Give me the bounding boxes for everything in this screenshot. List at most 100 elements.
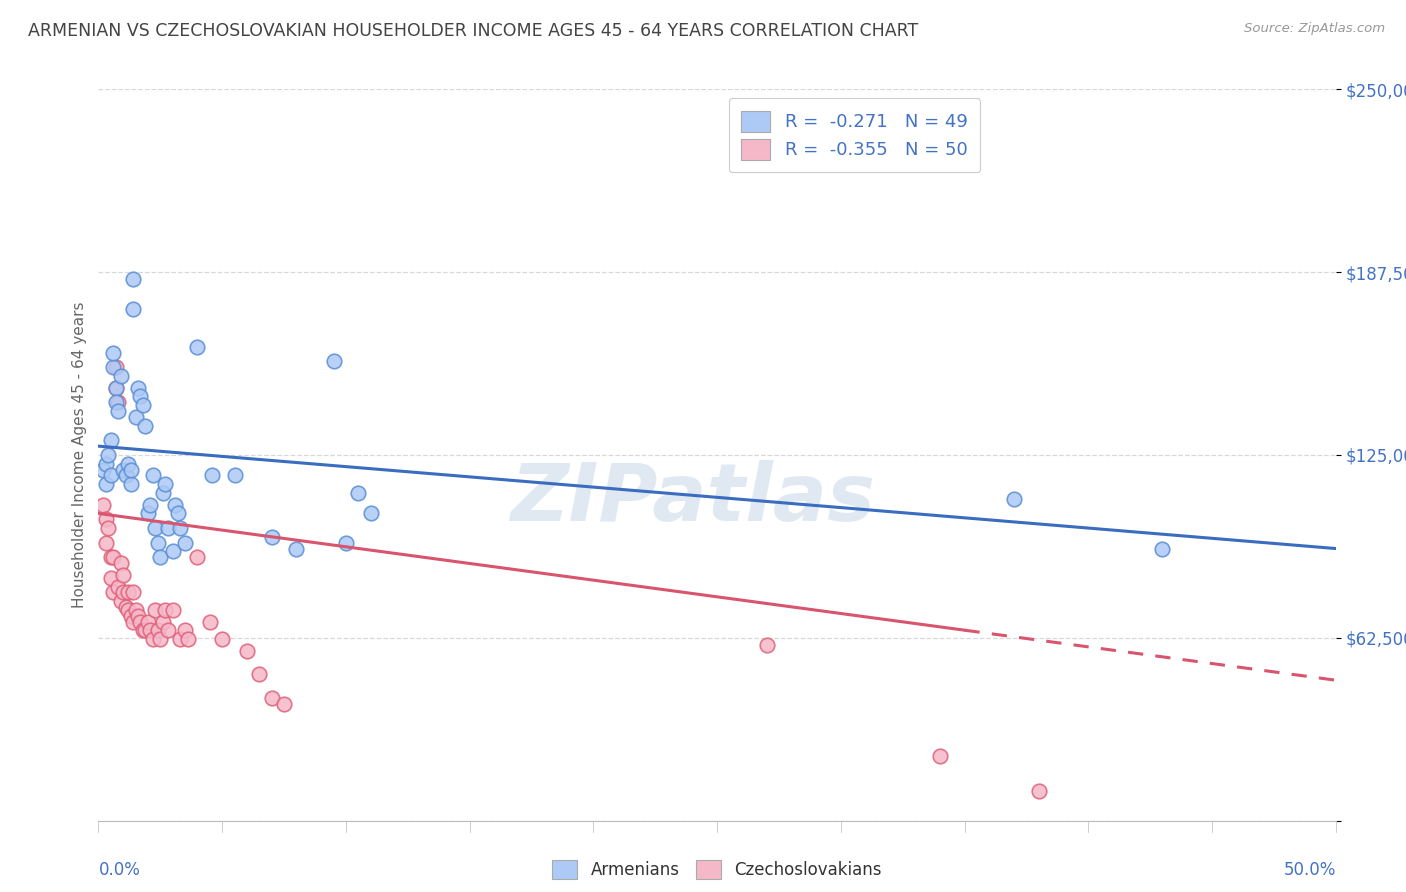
Point [156,521,179,535]
Point [122,615,145,629]
Point [169,632,191,647]
Point [117,457,139,471]
Text: ZIPatlas: ZIPatlas [510,459,875,538]
Point [176,632,198,647]
Point [162,544,184,558]
Point [94,535,117,549]
Point [122,272,145,286]
Text: Source: ZipAtlas.com: Source: ZipAtlas.com [1244,22,1385,36]
Point [107,580,129,594]
Point [112,585,135,599]
Point [335,535,357,549]
Point [162,603,184,617]
Point [755,638,778,652]
Point [322,354,344,368]
Point [107,395,129,409]
Point [103,585,125,599]
Point [117,585,139,599]
Point [166,507,188,521]
Point [142,468,165,483]
Point [129,615,152,629]
Point [1152,541,1174,556]
Point [124,409,146,424]
Point [120,608,142,623]
Point [104,395,127,409]
Point [112,462,135,476]
Point [260,690,283,705]
Point [120,462,142,476]
Point [260,530,283,544]
Point [139,498,162,512]
Point [93,462,115,476]
Point [104,381,127,395]
Point [124,603,146,617]
Point [94,477,117,491]
Point [122,585,145,599]
Point [224,468,246,483]
Point [155,603,177,617]
Text: 50.0%: 50.0% [1284,861,1336,879]
Point [93,498,115,512]
Point [97,448,120,462]
Point [134,624,156,638]
Point [360,507,382,521]
Point [146,624,169,638]
Legend: Armenians, Czechoslovakians: Armenians, Czechoslovakians [546,853,889,886]
Point [100,434,122,448]
Point [100,468,122,483]
Point [94,457,117,471]
Point [143,521,166,535]
Point [103,345,125,359]
Point [100,571,122,585]
Point [127,381,149,395]
Point [112,567,135,582]
Point [110,594,132,608]
Point [1028,784,1050,798]
Point [142,632,165,647]
Point [117,603,139,617]
Point [129,389,152,403]
Point [139,624,162,638]
Point [174,535,197,549]
Point [198,615,221,629]
Point [132,398,155,412]
Point [110,556,132,570]
Point [122,301,145,316]
Point [201,468,224,483]
Point [94,512,117,526]
Point [155,477,177,491]
Point [97,521,120,535]
Point [211,632,233,647]
Point [136,507,159,521]
Point [103,360,125,375]
Point [132,624,155,638]
Point [146,535,169,549]
Point [169,521,191,535]
Point [186,550,208,565]
Point [100,550,122,565]
Point [152,486,174,500]
Point [928,749,950,764]
Point [347,486,370,500]
Point [152,615,174,629]
Y-axis label: Householder Income Ages 45 - 64 years: Householder Income Ages 45 - 64 years [72,301,87,608]
Point [136,615,159,629]
Point [165,498,187,512]
Text: 0.0%: 0.0% [98,861,141,879]
Point [149,632,172,647]
Point [143,603,166,617]
Point [114,600,136,615]
Point [114,468,136,483]
Point [1002,491,1025,506]
Point [103,550,125,565]
Point [120,477,142,491]
Text: ARMENIAN VS CZECHOSLOVAKIAN HOUSEHOLDER INCOME AGES 45 - 64 YEARS CORRELATION CH: ARMENIAN VS CZECHOSLOVAKIAN HOUSEHOLDER … [28,22,918,40]
Point [156,624,179,638]
Point [104,360,127,375]
Point [110,368,132,383]
Point [107,404,129,418]
Point [174,624,197,638]
Point [104,381,127,395]
Point [247,667,270,681]
Point [149,550,172,565]
